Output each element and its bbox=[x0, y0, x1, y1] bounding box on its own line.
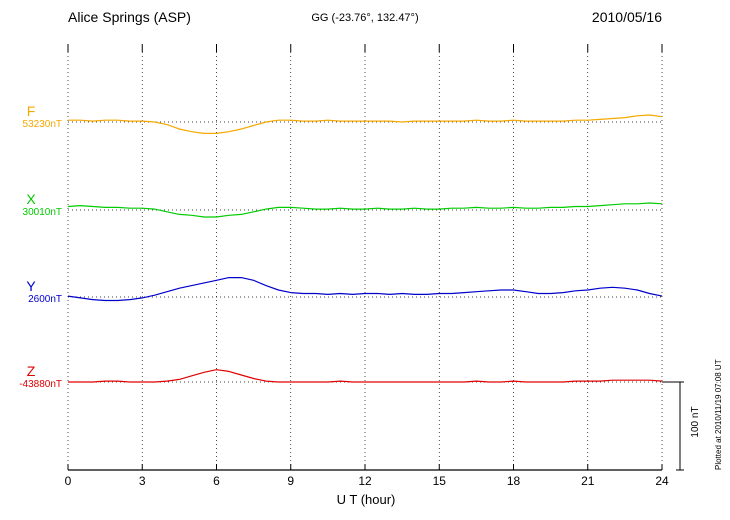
x-tick-label: 0 bbox=[64, 474, 72, 488]
x-tick-label: 18 bbox=[506, 474, 521, 488]
series-label-z: Z -43880nT bbox=[0, 363, 62, 391]
plotted-at-label: Plotted at 2010/11/19 07:08 UT bbox=[714, 359, 723, 470]
x-axis-label: U T (hour) bbox=[336, 492, 396, 507]
x-tick-label: 12 bbox=[358, 474, 372, 488]
series-baseline-y: 2600nT bbox=[28, 294, 62, 305]
series-label-f: F 53230nT bbox=[0, 103, 62, 131]
series-letter-x: X bbox=[26, 191, 36, 207]
series-letter-f: F bbox=[26, 103, 36, 119]
x-tick-label: 24 bbox=[655, 474, 669, 488]
series-baseline-f: 53230nT bbox=[22, 119, 62, 130]
trace-Y bbox=[67, 277, 663, 302]
station-title: Alice Springs (ASP) bbox=[68, 9, 191, 25]
series-letter-z: Z bbox=[26, 363, 36, 379]
x-tick-label: 9 bbox=[287, 474, 295, 488]
trace-F bbox=[68, 114, 663, 134]
x-tick-label: 21 bbox=[581, 474, 595, 488]
coordinates-label: GG (-23.76°, 132.47°) bbox=[311, 12, 419, 24]
date-label: 2010/05/16 bbox=[591, 9, 662, 25]
x-tick-label: 15 bbox=[432, 474, 446, 488]
series-label-y: Y 2600nT bbox=[0, 278, 62, 306]
series-label-x: X 30010nT bbox=[0, 191, 62, 219]
x-tick-label: 3 bbox=[138, 474, 146, 488]
scale-bar-label: 100 nT bbox=[690, 406, 701, 438]
trace-Z bbox=[68, 369, 663, 383]
x-tick-label: 6 bbox=[213, 474, 220, 488]
series-baseline-z: -43880nT bbox=[19, 379, 62, 390]
trace-X bbox=[67, 202, 663, 218]
series-letter-y: Y bbox=[26, 278, 36, 294]
series-baseline-x: 30010nT bbox=[22, 207, 62, 218]
